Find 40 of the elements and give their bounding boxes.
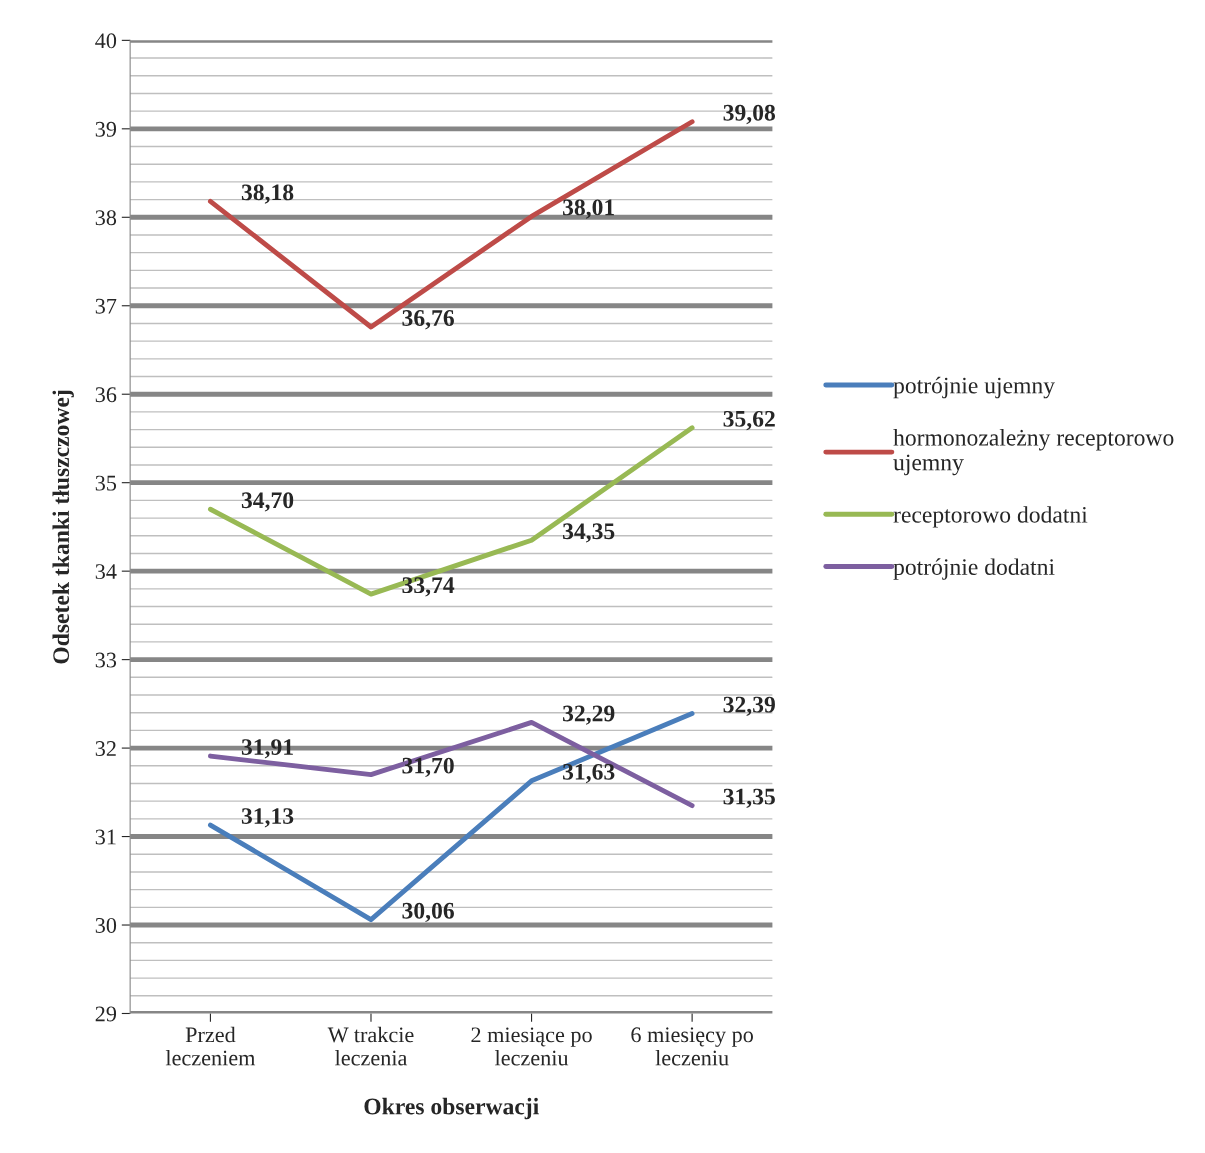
y-axis-title: Odsetek tkanki tłuszczowej [52,390,74,664]
y-tick-label: 38 [95,210,117,226]
data-label: 33,74 [402,577,455,597]
data-label: 30,06 [402,902,454,923]
y-tick-label: 40 [95,33,117,49]
legend-label: potrójnie ujemny [893,376,1055,399]
y-tick-label: 39 [95,121,117,137]
data-label: 31,91 [241,739,293,759]
y-tick-label: 30 [95,917,117,933]
data-label: 38,01 [563,199,615,219]
data-label: 31,35 [723,788,775,808]
data-label: 38,18 [241,184,294,204]
data-label: 36,76 [402,310,454,330]
data-label: 31,13 [241,808,294,828]
data-label: 34,35 [563,523,615,543]
data-label: 31,70 [402,757,454,778]
y-tick-label: 33 [95,652,117,668]
data-label: 32,39 [723,696,775,716]
legend-label: potrójnie dodatni [893,558,1055,580]
data-label: 34,70 [241,492,294,512]
x-tick-label: 6 miesięcy po leczeniu [631,1027,753,1066]
y-tick-label: 29 [95,1006,117,1022]
y-tick-label: 37 [95,298,117,314]
x-tick-label: Przed leczeniem [165,1026,256,1066]
x-tick-label: W trakcie leczenia [327,1026,414,1066]
y-tick-label: 34 [95,564,117,580]
y-tick-label: 36 [95,387,117,403]
line-series [207,425,695,597]
y-tick-label: 32 [95,741,116,757]
y-tick-label: 31 [95,829,116,845]
data-label: 31,63 [563,763,615,784]
data-label: 39,08 [723,104,776,125]
x-axis-title: Okres obserwacji [364,1097,539,1120]
y-tick-label: 35 [95,475,117,491]
data-label: 35,62 [723,410,775,431]
x-tick-label: 2 miesiące po leczeniu [471,1027,592,1066]
line-series [207,119,695,330]
data-label: 32,29 [563,705,615,725]
legend-label: hormonozależny receptorowo ujemny [893,429,1174,476]
legend-label: receptorowo dodatni [893,506,1088,528]
